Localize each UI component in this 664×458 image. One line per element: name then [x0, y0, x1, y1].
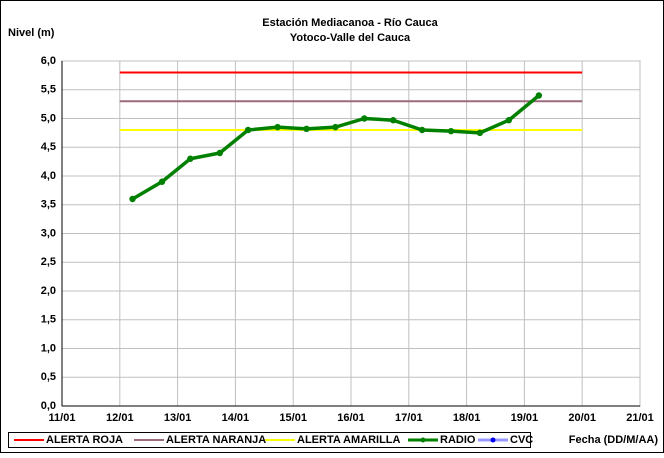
- x-tick-label: 16/01: [337, 412, 365, 424]
- y-tick-label: 0,5: [41, 371, 56, 383]
- legend-box: [8, 432, 531, 448]
- legend-label: RADIO: [440, 434, 476, 446]
- x-tick-label: 11/01: [49, 412, 76, 424]
- x-tick-label: 18/01: [453, 412, 481, 424]
- y-tick-label: 4,5: [41, 141, 56, 153]
- data-point: [535, 92, 543, 99]
- data-point: [447, 127, 455, 135]
- y-tick-label: 1,5: [41, 314, 56, 326]
- legend-label: ALERTA ROJA: [46, 434, 123, 446]
- data-point: [274, 123, 281, 131]
- chart-subtitle: Yotoco-Valle del Cauca: [290, 32, 411, 44]
- data-point: [418, 126, 426, 134]
- data-point: [244, 126, 252, 134]
- x-tick-label: 17/01: [395, 412, 423, 424]
- x-tick-label: 13/01: [164, 412, 192, 424]
- y-tick-label: 3,5: [41, 199, 56, 211]
- chart-title: Estación Mediacanoa - Río Cauca: [262, 17, 438, 29]
- y-axis-label: Nivel (m): [8, 27, 55, 39]
- legend-label: CVC: [510, 434, 533, 446]
- x-tick-label: 19/01: [511, 412, 539, 424]
- x-tick-label: 14/01: [222, 412, 250, 424]
- x-tick-label: 21/01: [626, 412, 654, 424]
- data-point: [158, 178, 166, 185]
- y-tick-label: 4,0: [41, 170, 56, 182]
- y-tick-label: 2,0: [41, 285, 56, 297]
- data-point: [389, 117, 397, 124]
- data-point: [129, 195, 136, 203]
- x-tick-label: 15/01: [279, 412, 307, 424]
- y-tick-label: 1,0: [41, 342, 56, 354]
- data-point: [187, 155, 194, 162]
- legend-label: ALERTA AMARILLA: [297, 434, 401, 446]
- x-tick-label: 12/01: [106, 412, 134, 424]
- data-point: [476, 129, 484, 137]
- y-tick-label: 2,5: [41, 256, 56, 268]
- x-axis-label: Fecha (DD/M/AA): [569, 434, 659, 446]
- y-tick-label: 5,5: [41, 84, 56, 96]
- y-tick-label: 0,0: [41, 400, 56, 412]
- data-point: [332, 123, 339, 131]
- x-tick-label: 20/01: [568, 412, 596, 424]
- data-point: [505, 117, 512, 124]
- legend-label: ALERTA NARANJA: [166, 434, 266, 446]
- legend-marker: [490, 437, 496, 443]
- y-tick-label: 5,0: [41, 112, 56, 124]
- data-point: [303, 125, 310, 133]
- data-point: [216, 149, 223, 157]
- legend-marker: [420, 437, 426, 443]
- y-tick-label: 3,0: [41, 227, 56, 239]
- y-tick-label: 6,0: [41, 55, 56, 67]
- data-point: [361, 115, 368, 122]
